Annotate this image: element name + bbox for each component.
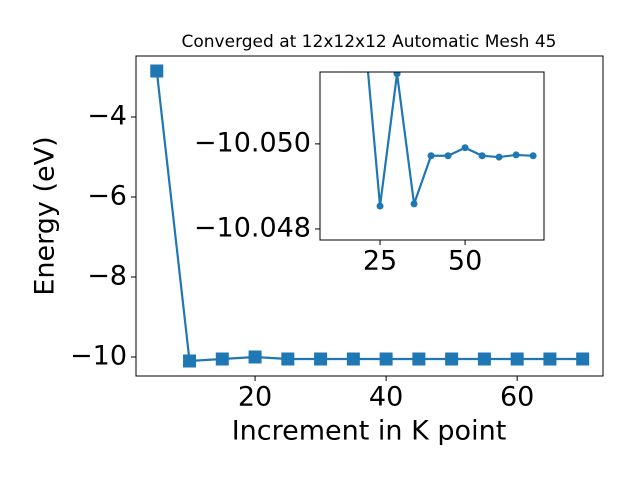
marker <box>346 352 360 366</box>
marker <box>393 72 401 78</box>
marker <box>183 354 197 368</box>
marker <box>376 202 384 210</box>
marker <box>281 352 295 366</box>
marker <box>410 200 418 208</box>
marker <box>495 153 503 161</box>
x-tick-label: 25 <box>363 246 397 277</box>
chart-title: Converged at 12x12x12 Automatic Mesh 45 <box>182 32 557 52</box>
x-axis-label: Increment in K point <box>232 416 507 447</box>
marker <box>461 144 469 152</box>
x-tick-label: 40 <box>369 382 403 413</box>
marker <box>477 352 491 366</box>
marker <box>478 152 486 160</box>
marker <box>529 152 537 160</box>
marker <box>427 152 435 160</box>
marker <box>576 352 590 366</box>
y-tick-label: −10 <box>70 341 127 372</box>
plot-frame <box>319 71 545 241</box>
x-tick-label: 60 <box>500 382 534 413</box>
x-tick-label: 50 <box>448 246 482 277</box>
marker <box>248 350 262 364</box>
y-tick-label: −10.048 <box>194 212 311 243</box>
plot-area <box>366 72 537 210</box>
marker <box>444 152 452 160</box>
y-axis-label: Energy (eV) <box>30 136 61 295</box>
marker <box>379 352 393 366</box>
plot-area <box>150 64 590 368</box>
marker <box>512 151 520 159</box>
marker <box>445 352 459 366</box>
marker <box>412 352 426 366</box>
y-tick-label: −6 <box>87 181 127 212</box>
marker <box>510 352 524 366</box>
marker <box>314 352 328 366</box>
marker <box>150 64 164 78</box>
marker <box>543 352 557 366</box>
plot-frame <box>135 55 604 377</box>
y-tick-label: −10.050 <box>194 127 311 158</box>
marker <box>215 352 229 366</box>
y-tick-label: −8 <box>87 261 127 292</box>
x-tick-label: 20 <box>238 382 272 413</box>
y-tick-label: −4 <box>87 101 127 132</box>
